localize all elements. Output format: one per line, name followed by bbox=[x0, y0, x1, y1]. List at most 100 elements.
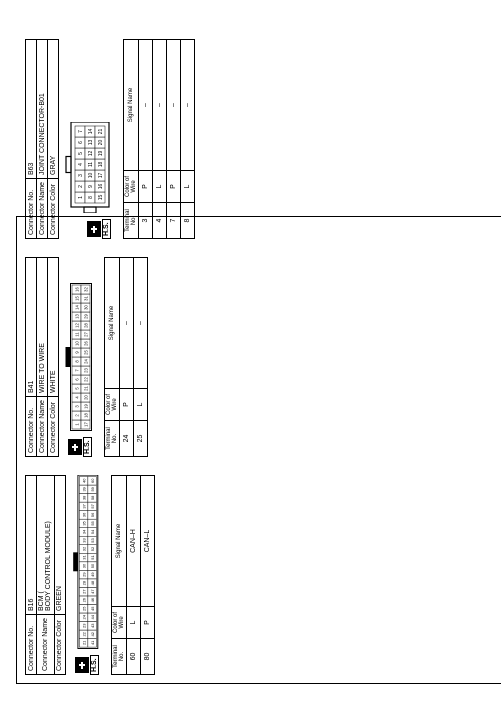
svg-text:48: 48 bbox=[90, 581, 95, 586]
svg-text:13: 13 bbox=[75, 314, 80, 319]
signal-name: – bbox=[139, 40, 153, 171]
wire-color: P bbox=[167, 171, 181, 203]
svg-text:45: 45 bbox=[90, 606, 95, 611]
svg-text:20: 20 bbox=[84, 395, 89, 400]
svg-text:25: 25 bbox=[84, 350, 89, 355]
svg-text:9: 9 bbox=[88, 185, 94, 188]
terminal-table: Terminal No. Color of Wire Signal Name 2… bbox=[104, 257, 148, 457]
svg-text:21: 21 bbox=[84, 386, 89, 391]
connector-name-label: Connector Name bbox=[37, 397, 48, 457]
svg-text:60: 60 bbox=[90, 478, 95, 483]
connector-no-value: B16 bbox=[26, 476, 37, 615]
svg-text:12: 12 bbox=[75, 323, 80, 328]
svg-text:22: 22 bbox=[81, 632, 86, 636]
connector-diagram: 2122232425262728293031323334353637383940… bbox=[72, 475, 99, 649]
svg-text:20: 20 bbox=[98, 140, 104, 146]
svg-text:32: 32 bbox=[84, 287, 89, 292]
terminal-no: 24 bbox=[120, 421, 134, 457]
svg-text:2: 2 bbox=[78, 185, 84, 188]
wire-color: P bbox=[140, 607, 154, 639]
terminal-row: 25 L – bbox=[134, 258, 148, 457]
hs-label: H.S. bbox=[83, 437, 92, 457]
svg-text:34: 34 bbox=[81, 529, 86, 534]
connector-block: Connector No.B16 Connector NameBCM (BODY… bbox=[25, 475, 155, 675]
svg-text:15: 15 bbox=[75, 296, 80, 301]
signal-name: – bbox=[153, 40, 167, 171]
svg-text:32: 32 bbox=[81, 547, 86, 551]
svg-text:40: 40 bbox=[81, 478, 86, 483]
svg-text:49: 49 bbox=[90, 572, 95, 577]
svg-text:15: 15 bbox=[98, 195, 104, 201]
connector-svg-row: H.S. 12345678910111213141516171819202122… bbox=[65, 257, 92, 457]
terminal-header-signal: Signal Name bbox=[124, 40, 139, 171]
svg-text:11: 11 bbox=[88, 162, 94, 167]
connector-svg-row: H.S. 123456789101112131415161718192021 bbox=[65, 39, 111, 239]
svg-text:17: 17 bbox=[84, 422, 89, 427]
terminal-row: 80 P CAN–L bbox=[140, 476, 154, 675]
svg-text:23: 23 bbox=[84, 368, 89, 373]
svg-text:21: 21 bbox=[81, 640, 86, 645]
terminal-header-no: Terminal No. bbox=[105, 421, 120, 457]
signal-name: – bbox=[134, 258, 148, 389]
terminal-no: 80 bbox=[140, 639, 154, 675]
svg-text:7: 7 bbox=[78, 130, 84, 133]
svg-text:23: 23 bbox=[81, 623, 86, 628]
svg-text:14: 14 bbox=[88, 129, 94, 135]
terminal-row: 4 L – bbox=[153, 40, 167, 239]
connector-no-value: B63 bbox=[26, 40, 37, 179]
terminal-no: 8 bbox=[181, 203, 195, 239]
connector-name-label: Connector Name bbox=[37, 615, 55, 675]
hs-icon bbox=[87, 221, 101, 237]
signal-name: CAN–L bbox=[140, 476, 154, 607]
svg-text:21: 21 bbox=[98, 129, 104, 135]
terminal-row: 60 L CAN–H bbox=[126, 476, 140, 675]
svg-text:58: 58 bbox=[90, 495, 95, 500]
svg-text:31: 31 bbox=[81, 555, 86, 560]
connector-name-label: Connector Name bbox=[37, 179, 48, 239]
svg-text:54: 54 bbox=[90, 529, 95, 534]
connector-no-label: Connector No. bbox=[26, 179, 37, 239]
terminal-no: 4 bbox=[153, 203, 167, 239]
hs-icon bbox=[75, 657, 89, 673]
terminal-table: Terminal No. Color of Wire Signal Name 3… bbox=[123, 39, 195, 239]
svg-text:13: 13 bbox=[88, 140, 94, 146]
svg-text:59: 59 bbox=[90, 487, 95, 492]
svg-text:33: 33 bbox=[81, 538, 86, 543]
connector-color-value: WHITE bbox=[48, 258, 59, 397]
connector-name-value: JOINT CONNECTOR-B01 bbox=[37, 40, 48, 179]
svg-text:26: 26 bbox=[84, 341, 89, 346]
connector-info-table: Connector No.B63 Connector NameJOINT CON… bbox=[25, 39, 59, 239]
connector-no-label: Connector No. bbox=[26, 615, 37, 675]
connector-no-value: B41 bbox=[26, 258, 37, 397]
signal-name: – bbox=[120, 258, 134, 389]
hs-icon bbox=[68, 439, 82, 455]
connector-color-label: Connector Color bbox=[48, 179, 59, 239]
terminal-no: 7 bbox=[167, 203, 181, 239]
svg-text:42: 42 bbox=[90, 632, 95, 636]
connector-name-value: BCM (BODY CONTROL MODULE) bbox=[37, 476, 55, 615]
terminal-row: 24 P – bbox=[120, 258, 134, 457]
svg-text:27: 27 bbox=[81, 590, 86, 594]
terminal-header-no: Terminal No. bbox=[124, 203, 139, 239]
terminal-header-no: Terminal No. bbox=[111, 639, 126, 675]
connector-name-value: WIRE TO WIRE bbox=[37, 258, 48, 397]
wire-color: L bbox=[126, 607, 140, 639]
connector-color-label: Connector Color bbox=[54, 615, 65, 675]
svg-text:37: 37 bbox=[81, 505, 86, 509]
svg-text:4: 4 bbox=[78, 163, 84, 166]
terminal-row: 7 P – bbox=[167, 40, 181, 239]
svg-text:29: 29 bbox=[84, 314, 89, 319]
svg-text:44: 44 bbox=[90, 615, 95, 620]
signal-name: – bbox=[167, 40, 181, 171]
svg-text:50: 50 bbox=[90, 563, 95, 568]
svg-text:19: 19 bbox=[84, 404, 89, 409]
hs-label: H.S. bbox=[90, 655, 99, 675]
svg-text:52: 52 bbox=[90, 547, 95, 551]
svg-text:56: 56 bbox=[90, 512, 95, 517]
svg-text:10: 10 bbox=[88, 173, 94, 179]
svg-text:18: 18 bbox=[84, 413, 89, 418]
svg-text:57: 57 bbox=[90, 505, 95, 509]
svg-text:43: 43 bbox=[90, 623, 95, 628]
svg-text:24: 24 bbox=[84, 359, 89, 364]
connector-block: Connector No.B63 Connector NameJOINT CON… bbox=[25, 39, 195, 239]
